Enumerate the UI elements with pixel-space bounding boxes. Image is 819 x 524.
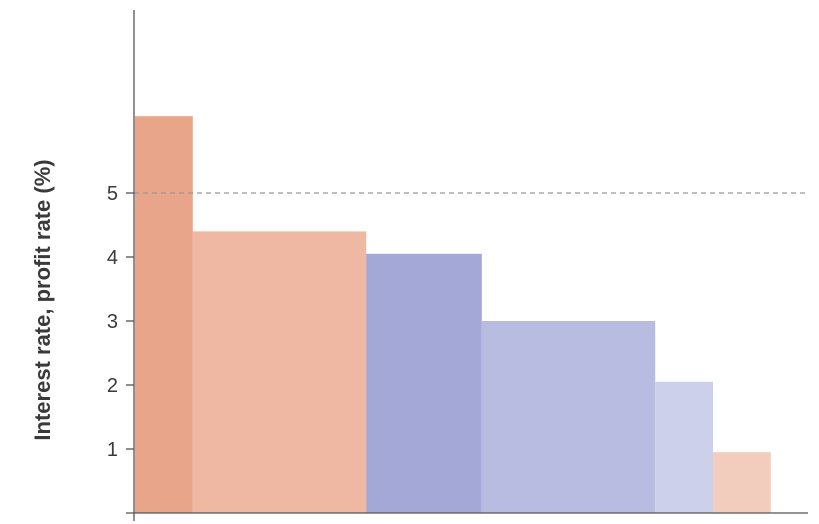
bar-2 [192, 231, 367, 513]
bars-layer [135, 116, 771, 514]
y-tick-label-5: 5 [107, 183, 118, 205]
y-tick-label-3: 3 [107, 311, 118, 333]
bar-4 [481, 321, 656, 513]
bar-5 [655, 381, 713, 513]
y-ticks: 1 2 3 4 5 [107, 183, 134, 461]
bar-6 [713, 452, 771, 513]
y-tick-label-4: 4 [107, 247, 118, 269]
y-tick-label-2: 2 [107, 375, 118, 397]
y-axis-title: Interest rate, profit rate (%) [30, 159, 55, 440]
y-tick-label-1: 1 [107, 439, 118, 461]
bar-1 [135, 116, 193, 513]
bar-3 [366, 253, 482, 514]
